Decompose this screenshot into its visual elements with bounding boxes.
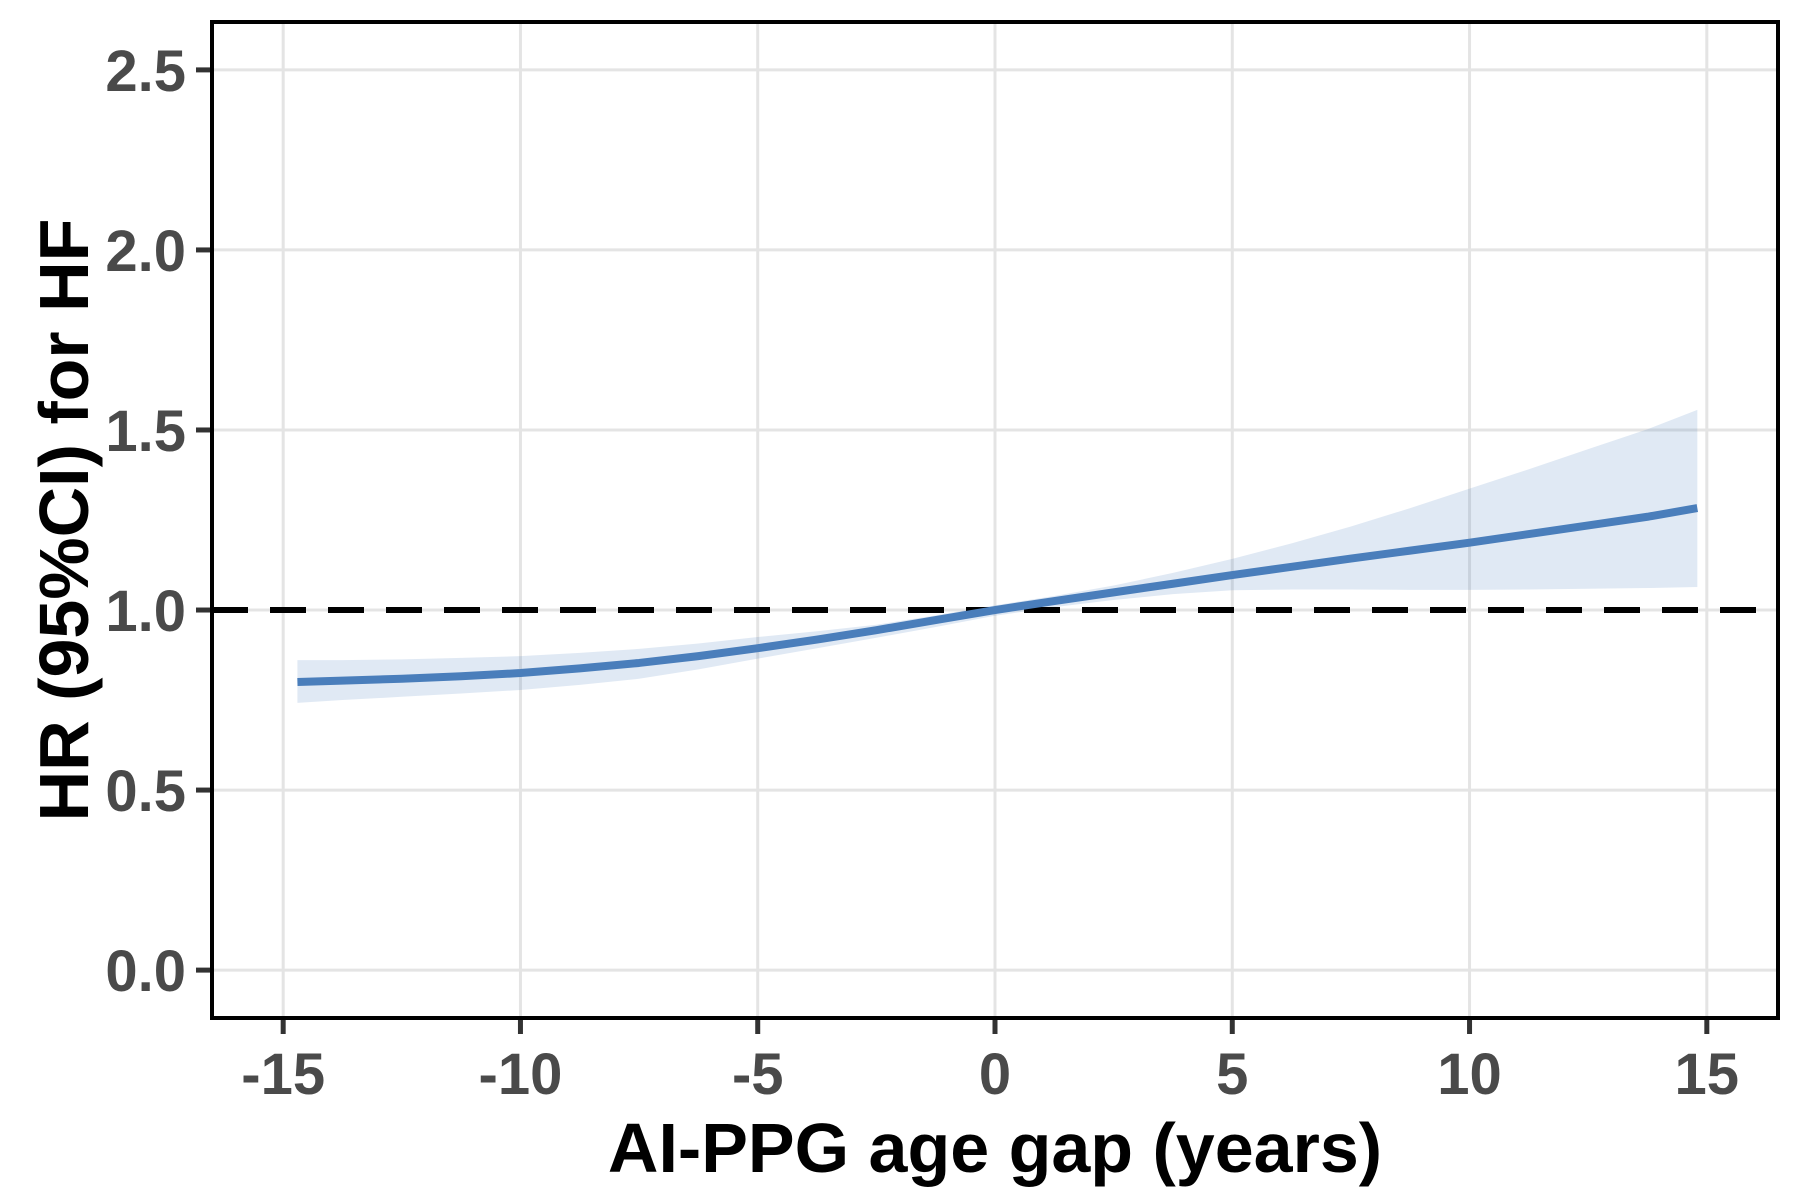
y-tick-label-1.5: 1.5 [105,399,186,464]
y-axis-title: HR (95%CI) for HF [25,219,103,822]
x-tick-label-5: 5 [1216,1042,1248,1107]
x-axis-title: AI-PPG age gap (years) [608,1109,1382,1187]
hr-curve [297,504,1699,687]
y-tick-label-0.5: 0.5 [105,759,186,824]
y-tick-label-2.0: 2.0 [105,219,186,284]
y-tick-label-1.0: 1.0 [105,579,186,644]
x-tick-label--15: -15 [241,1042,325,1107]
x-tick-label-15: 15 [1675,1042,1740,1107]
x-tick-label--10: -10 [479,1042,563,1107]
y-tick-label-0.0: 0.0 [105,939,186,1004]
x-tick-label--5: -5 [732,1042,784,1107]
y-tick-label-2.5: 2.5 [105,39,186,104]
panel-border [210,20,1780,1020]
x-tick-label-10: 10 [1437,1042,1502,1107]
x-tick-label-0: 0 [979,1042,1011,1107]
